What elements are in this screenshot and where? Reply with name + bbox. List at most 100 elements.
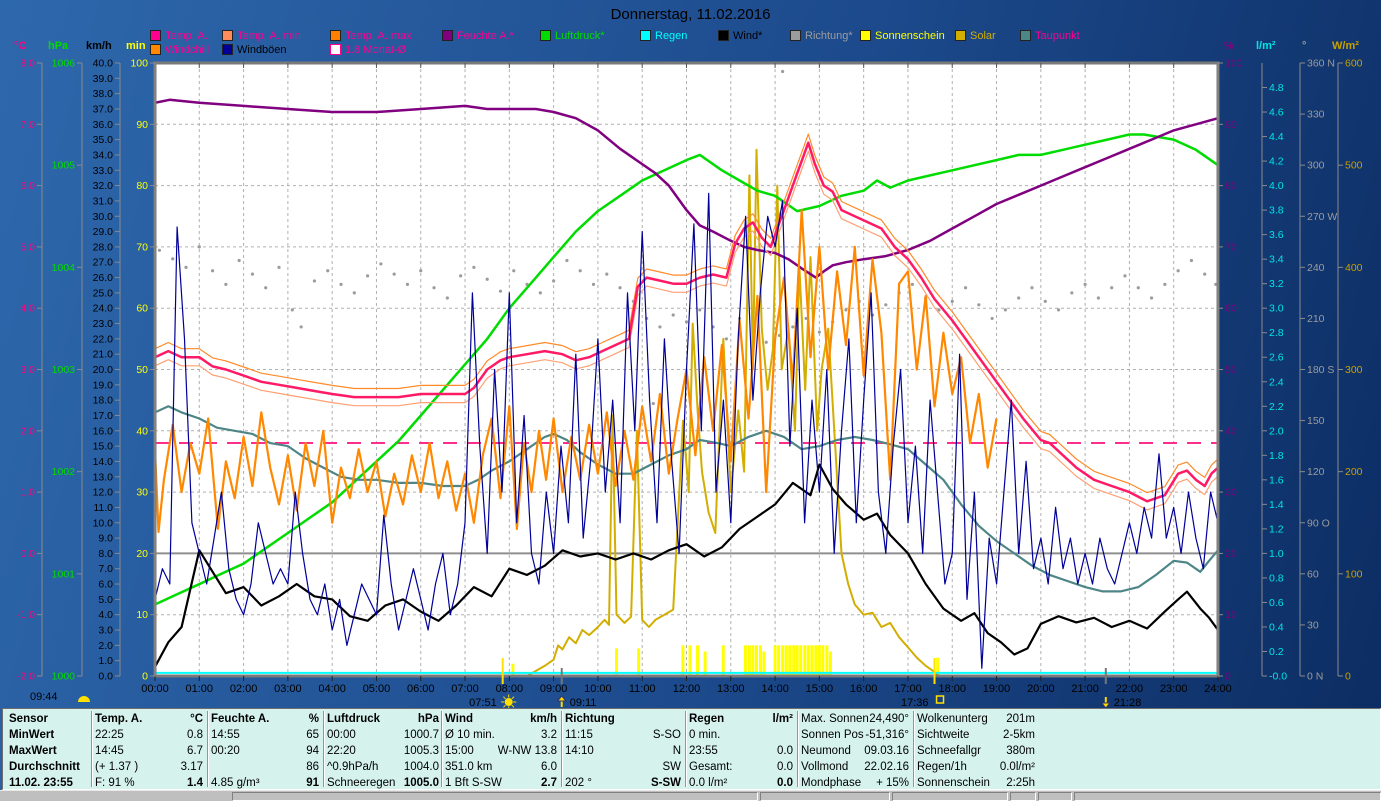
- axis-tick-label: 70: [136, 241, 148, 253]
- x-axis-label: 00:00: [141, 683, 169, 695]
- x-axis-label: 04:00: [318, 683, 346, 695]
- axis-tick-label: 1006: [52, 58, 76, 70]
- legend-item-temp-a-max[interactable]: Temp. A. max: [330, 30, 412, 42]
- legend-label: Richtung*: [805, 29, 853, 42]
- axis-tick-label: 90 O: [1307, 517, 1330, 529]
- legend-label: Wind*: [733, 29, 763, 42]
- axis-tick-label: 32.0: [93, 180, 114, 192]
- x-axis-label: 16:00: [850, 683, 878, 695]
- legend-item-sonnenschein[interactable]: Sonnenschein: [860, 29, 945, 42]
- axis-header-dir: °: [1302, 40, 1307, 52]
- legend-item-temp-a-[interactable]: Temp. A.: [150, 30, 208, 42]
- legend-item-luftdruck-[interactable]: Luftdruck*: [540, 30, 605, 42]
- axis-tick-label: 3.0: [20, 364, 35, 376]
- x-axis-label: 19:00: [983, 683, 1011, 695]
- sun-outline-icon: [935, 695, 945, 704]
- table-cell: Schneeregen 1005.0: [327, 777, 439, 789]
- legend-item-richtung-[interactable]: Richtung*: [790, 29, 853, 42]
- legend-item-temp-a-min[interactable]: Temp. A. min: [222, 29, 301, 42]
- x-axis-label: 17:00: [894, 683, 922, 695]
- x-axis-label: 21:00: [1071, 683, 1099, 695]
- axis-tick-label: 120: [1307, 466, 1325, 478]
- axis-tick-label: 7.0: [98, 563, 113, 575]
- series-luftdruck: [155, 133, 1218, 606]
- axis-tick-label: 2.2: [1269, 401, 1284, 413]
- axis-tick-label: 28.0: [93, 241, 114, 253]
- legend-item-windchill[interactable]: Windchill: [150, 44, 209, 56]
- axis-tick-label: 10.0: [93, 517, 114, 529]
- x-axis-label: 02:00: [230, 683, 258, 695]
- axis-tick-label: 8.0: [20, 58, 35, 70]
- axis-tick-label: -2.0: [17, 671, 35, 683]
- axis-tick-label: 20: [1225, 548, 1237, 560]
- x-axis-label: 09:00: [540, 683, 568, 695]
- axis-tick-label: 90: [136, 119, 148, 131]
- series-richtung: [157, 69, 1218, 406]
- axis-tick-label: 1.6: [1269, 474, 1284, 486]
- table-cell: 00:00 1000.7: [327, 729, 439, 741]
- sensor-data-table: Sensor MinWert MaxWert Durchschnitt 11.02. 2…: [2, 708, 1381, 790]
- table-cell: F: 91 % 1.4: [95, 777, 203, 789]
- legend-item-wind-[interactable]: Wind*: [718, 29, 763, 42]
- axis-tick-label: 1.0: [20, 487, 35, 499]
- axis-tick-label: 2.8: [1269, 327, 1284, 339]
- legend-swatch-icon: [718, 30, 729, 41]
- x-axis-label: 15:00: [806, 683, 834, 695]
- axis-tick-label: 29.0: [93, 226, 114, 238]
- axis-header-kmh: km/h: [86, 40, 112, 52]
- axis-tick-label: 37.0: [93, 103, 114, 115]
- table-group-header: Temp. A. °C: [95, 713, 203, 725]
- legend-item-feuchte-a-[interactable]: Feuchte A.*: [442, 29, 514, 42]
- table-separator: [913, 711, 915, 787]
- x-axis-label: 06:00: [407, 683, 435, 695]
- table-group-header: Feuchte A.%: [211, 713, 319, 725]
- legend-item-windb-en[interactable]: Windböen: [222, 43, 287, 56]
- axis-tick-label: 4.6: [1269, 107, 1284, 119]
- axis-tick-label: 1.2: [1269, 523, 1284, 535]
- x-axis-label: 20:00: [1027, 683, 1055, 695]
- legend-item-solar[interactable]: Solar: [955, 29, 996, 42]
- axis-tick-label: 7.0: [20, 119, 35, 131]
- axis-tick-label: 3.2: [1269, 278, 1284, 290]
- legend-swatch-icon: [640, 30, 651, 41]
- axis-tick-label: 30: [136, 487, 148, 499]
- table-group-header: Luftdruck hPa: [327, 713, 439, 725]
- legend-item-taupunkt[interactable]: Taupunkt: [1020, 30, 1080, 42]
- legend-label: Sonnenschein: [875, 29, 945, 42]
- table-cell: 4.85 g/m³ 91: [211, 777, 319, 789]
- axis-tick-label: 1.0: [1269, 548, 1284, 560]
- table-group-header: Richtung: [565, 713, 615, 725]
- info-cell: Sonnenschein 2:25h: [917, 777, 1035, 789]
- axis-tick-label: 400: [1345, 262, 1363, 274]
- axis-tick-label: 5.0: [20, 241, 35, 253]
- x-axis-label: 13:00: [717, 683, 745, 695]
- table-separator: [323, 711, 325, 787]
- x-axis-label: 18:00: [938, 683, 966, 695]
- axis-tick-label: 0: [142, 671, 148, 683]
- axis-tick-label: 21.0: [93, 349, 114, 361]
- x-axis-label: 07:00: [451, 683, 479, 695]
- table-separator: [797, 711, 799, 787]
- axis-tick-label: 2.0: [98, 640, 113, 652]
- table-cell: (+ 1.37 ) 3.17: [95, 761, 203, 773]
- axis-tick-label: 0.4: [1269, 621, 1284, 633]
- table-cell: 202 ° S-SW: [565, 777, 681, 789]
- row-label: Sensor: [9, 713, 48, 725]
- weather-chart[interactable]: 8.0 7.0 6.0 5.0 4.0 3.0 2.0 1.0 0.0 -1.0 -2.0 1006 1…: [0, 0, 1381, 710]
- legend-swatch-icon: [222, 44, 233, 55]
- table-cell: SW: [662, 761, 681, 773]
- row-label: 11.02. 23:55: [9, 777, 73, 789]
- axis-tick-label: 1.4: [1269, 499, 1284, 511]
- legend-label: Temp. A. min: [237, 29, 301, 42]
- legend-label: Feuchte A.*: [457, 29, 514, 42]
- series-feuchte: [155, 98, 1218, 279]
- x-axis-label: 23:00: [1160, 683, 1188, 695]
- legend-label: Windböen: [237, 43, 287, 56]
- legend-item-1-8-monat-[interactable]: 1.8 Monat-Ø: [330, 44, 406, 56]
- axis-tick-label: 4.0: [98, 609, 113, 621]
- legend-item-regen[interactable]: Regen: [640, 30, 687, 42]
- axis-header-lm2: l/m²: [1256, 40, 1276, 52]
- legend-swatch-icon: [860, 30, 871, 41]
- legend-label: Solar: [970, 29, 996, 42]
- axis-tick-label: 500: [1345, 160, 1363, 172]
